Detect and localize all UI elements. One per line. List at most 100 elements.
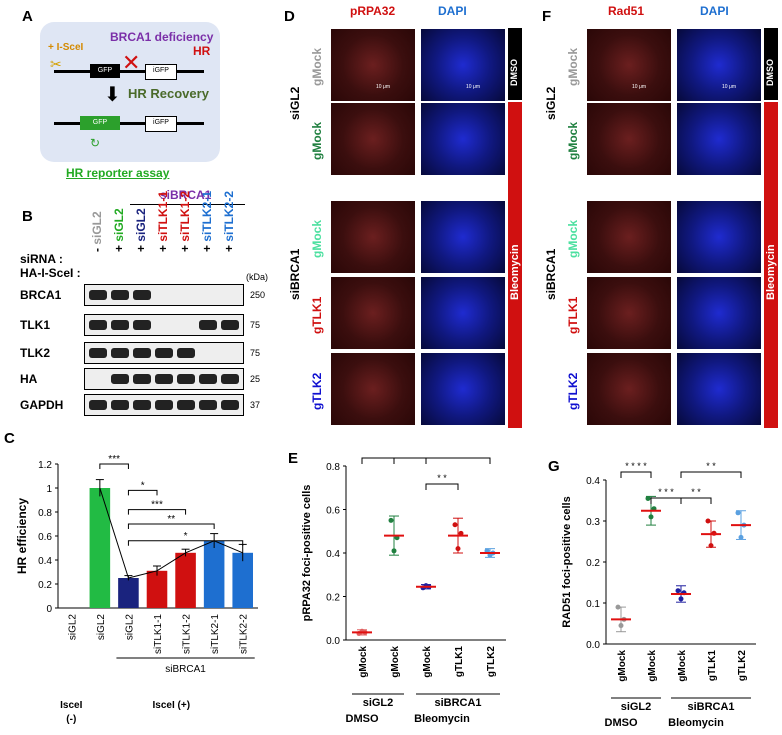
x-tick-label: siTLK1-2 — [182, 614, 193, 654]
panel-f-label: F — [542, 8, 552, 25]
red-channel-image — [586, 200, 672, 274]
f-col-rad51: Rad51 — [608, 4, 645, 18]
y-tick-label: 0.4 — [326, 549, 340, 560]
red-channel-image — [330, 352, 416, 426]
down-arrow-icon: ⬇ — [104, 84, 121, 106]
lane-label: + siGL2 — [134, 208, 148, 252]
dna-line-bottom — [54, 122, 204, 125]
group-label: siGL2 — [621, 701, 652, 713]
x-tick-label: gMock — [422, 646, 433, 678]
sig-bracket — [425, 483, 459, 490]
panel-g-label: G — [548, 458, 560, 475]
lane-sign: + — [112, 241, 126, 252]
recycle-icon: ↻ — [90, 136, 101, 150]
lane-name: siTLK2-2 — [222, 190, 236, 242]
y-tick-label: 0.1 — [586, 599, 600, 610]
sig-label: *** — [108, 454, 120, 465]
condition-label: Bleomycin — [668, 717, 724, 729]
igfp-box-bottom: iGFP — [145, 116, 177, 132]
y-tick-label: 0.2 — [586, 558, 600, 569]
blot-band — [221, 400, 239, 410]
x-tick-label: gMock — [390, 646, 401, 678]
row-label: gMock — [310, 219, 324, 258]
red-channel-image — [586, 28, 672, 102]
marker-kda: 75 — [250, 348, 261, 358]
red-channel-image — [330, 200, 416, 274]
blot-band — [89, 348, 107, 358]
data-point — [678, 596, 684, 602]
blot-band — [221, 374, 239, 384]
y-tick-label: 0.3 — [586, 517, 600, 528]
blot-band — [133, 400, 151, 410]
sig-bracket — [680, 471, 742, 478]
x-tick-label: gTLK1 — [454, 646, 465, 678]
data-point — [705, 518, 711, 524]
row-label: gTLK2 — [310, 372, 324, 410]
y-tick-label: 0.8 — [326, 462, 340, 473]
sig-bracket — [99, 463, 129, 469]
sibrca1-header: siBRCA1 — [160, 188, 212, 202]
sig-label: * * * — [658, 487, 674, 497]
lane-sign: + — [222, 241, 236, 252]
blot-membrane — [84, 368, 244, 390]
dmso-label: DMSO — [509, 59, 519, 86]
bleomycin-bar — [508, 102, 522, 428]
blot-membrane — [84, 284, 244, 306]
hr-recovery-label: HR Recovery — [128, 86, 209, 101]
x-tick-label: gMock — [617, 650, 628, 682]
y-axis-label: pRPA32 foci-positive cells — [301, 485, 313, 622]
d-col-prpa32: pRPA32 — [350, 4, 396, 18]
x-tick-label: siTLK1-1 — [153, 614, 164, 654]
row-label: gMock — [566, 47, 580, 86]
blot-band — [89, 400, 107, 410]
blot-band — [177, 374, 195, 384]
blot-label: BRCA1 — [20, 288, 62, 302]
sig-label: * — [141, 480, 145, 491]
y-tick-label: 1.2 — [38, 460, 52, 471]
lane-label: + siTLK1-2 — [178, 191, 192, 252]
x-tick-label: gMock — [358, 646, 369, 678]
bleomycin-bar — [764, 102, 778, 428]
row-label: gMock — [310, 121, 324, 160]
lane-sign: + — [134, 241, 148, 252]
group-label: siBRCA1 — [544, 248, 558, 300]
x-tick-label: siTLK2-2 — [239, 614, 250, 654]
blot-band — [199, 320, 217, 330]
sig-bracket — [127, 540, 244, 546]
data-point — [615, 604, 621, 610]
lane-name: siGL2 — [134, 208, 148, 242]
red-channel-image — [330, 102, 416, 176]
dapi-channel-image — [420, 276, 506, 350]
blot-band — [155, 400, 173, 410]
row-label: gMock — [566, 219, 580, 258]
sig-label: * — [456, 452, 460, 457]
dna-line-top — [54, 70, 204, 73]
lane-label: + siTLK1-1 — [156, 191, 170, 252]
blot-band — [133, 290, 151, 300]
ha-iscel-row-label: HA-I-SceI : — [20, 266, 81, 280]
trend-line — [99, 487, 243, 579]
dmso-bar — [764, 28, 778, 100]
bar — [118, 578, 139, 608]
y-axis-label: RAD51 foci-positive cells — [561, 496, 573, 627]
lane-label: - siGL2 — [90, 211, 104, 252]
dmso-label: DMSO — [765, 59, 775, 86]
sig-bracket — [620, 471, 652, 478]
bar — [89, 488, 111, 608]
blot-band — [89, 320, 107, 330]
group-label: siGL2 — [288, 86, 302, 120]
lane-name: siGL2 — [112, 208, 126, 242]
red-channel-image — [330, 28, 416, 102]
panel-d-label: D — [284, 8, 295, 25]
gfp-box-bottom: GFP — [80, 116, 120, 130]
row-label: gMock — [566, 121, 580, 160]
sig-bracket — [127, 523, 215, 529]
blot-membrane — [84, 342, 244, 364]
rad51-foci-chart: 0.0 0.1 0.2 0.3 0.4 RAD51 foci-positive cells… — [561, 461, 756, 729]
x-tick-label: gTLK1 — [707, 650, 718, 682]
sig-label: * * * * — [625, 461, 647, 471]
y-tick-label: 0.2 — [38, 580, 52, 591]
blot-band — [111, 348, 129, 358]
blot-band — [133, 374, 151, 384]
